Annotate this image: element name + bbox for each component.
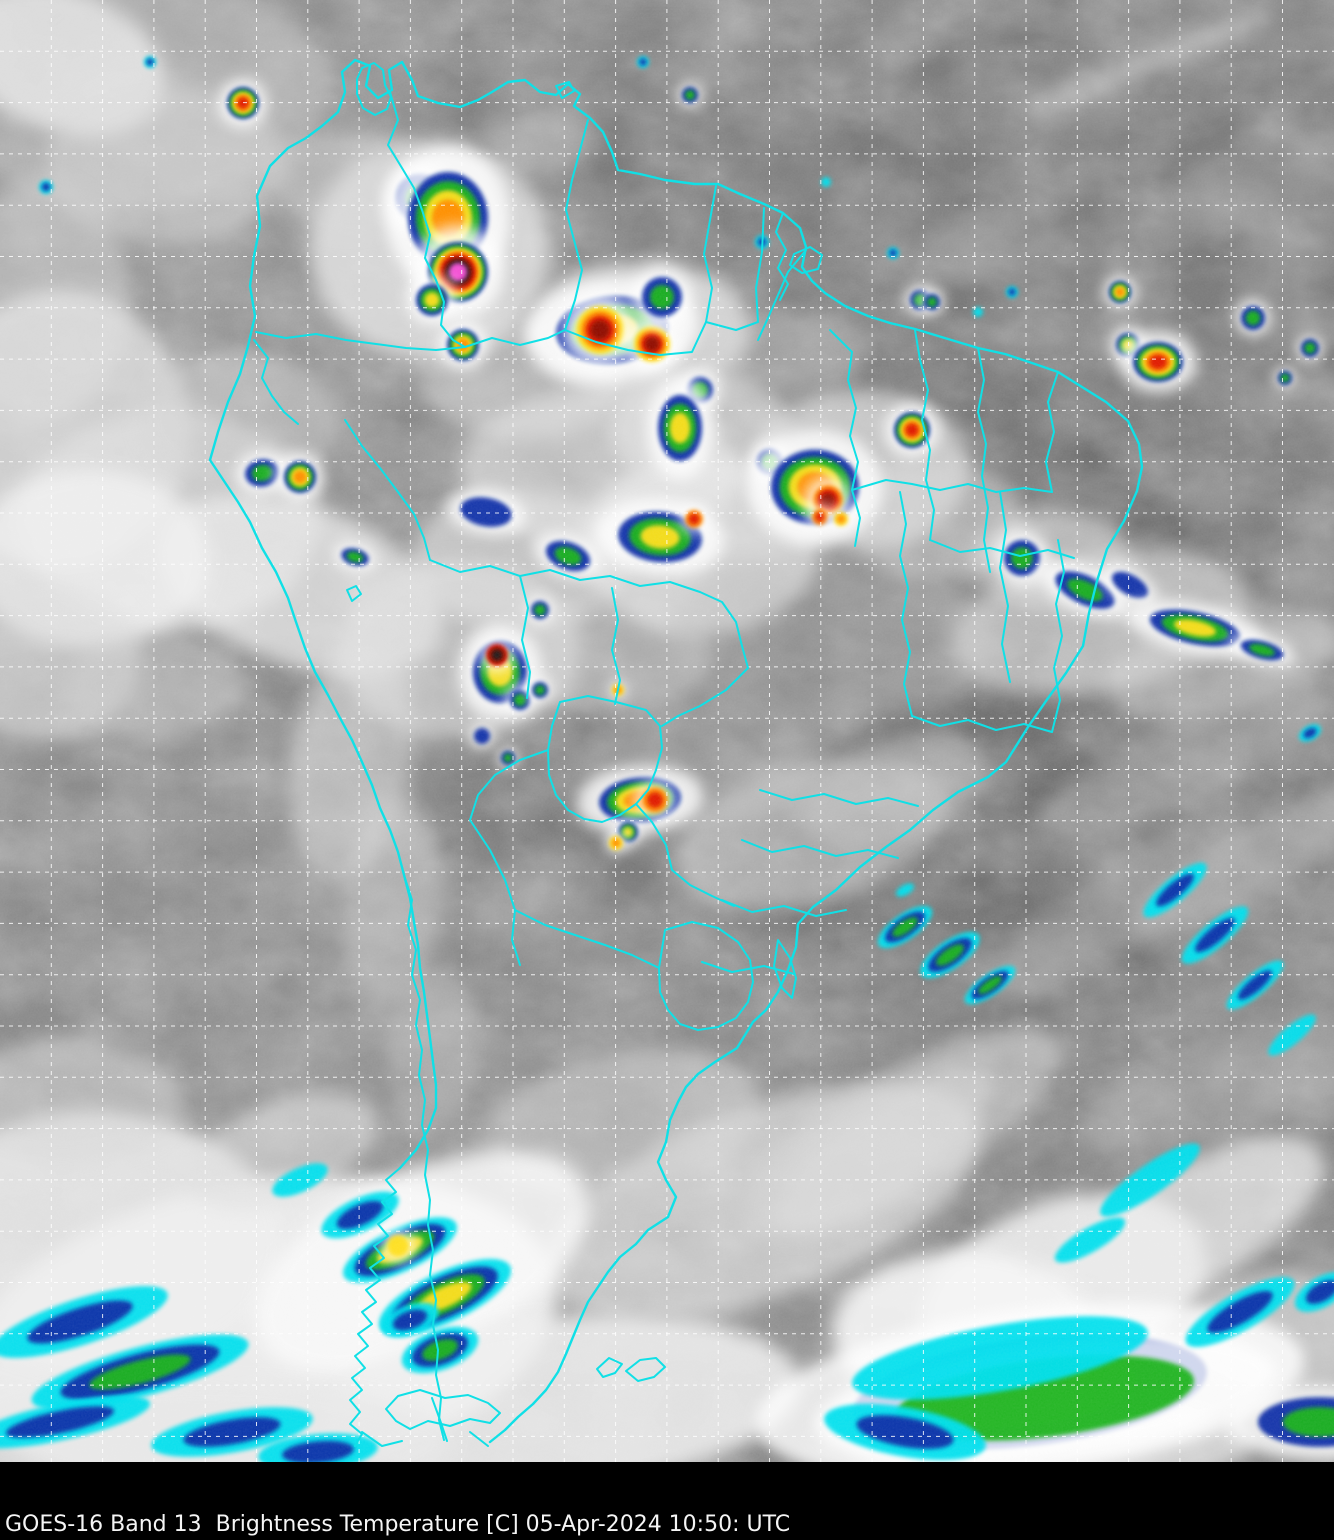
border-path xyxy=(635,803,735,907)
border-layer xyxy=(208,58,1144,1447)
border-path xyxy=(346,585,362,602)
border-path xyxy=(625,1357,666,1382)
border-path xyxy=(741,839,899,859)
border-path xyxy=(255,331,466,351)
border-path xyxy=(773,939,797,999)
border-path xyxy=(721,899,847,917)
west-coast-border-path xyxy=(208,458,438,1170)
border-path xyxy=(431,1397,448,1442)
border-path xyxy=(899,491,913,717)
border-path xyxy=(356,62,392,116)
border-path xyxy=(555,81,575,99)
border-path xyxy=(914,329,935,541)
border-path xyxy=(1045,371,1059,493)
border-path xyxy=(469,749,549,821)
border-path xyxy=(911,715,1053,733)
border-path xyxy=(519,575,531,699)
border-path xyxy=(385,1389,501,1430)
border-path xyxy=(253,339,299,425)
border-path xyxy=(611,587,621,705)
border-path xyxy=(514,909,660,969)
border-path xyxy=(705,207,765,331)
border-path xyxy=(469,1431,489,1447)
border-path xyxy=(775,212,789,301)
border-path xyxy=(929,539,1075,559)
border-path xyxy=(547,695,663,823)
satellite-map-area xyxy=(0,0,1334,1462)
border-path xyxy=(564,321,707,356)
andes-border-border-path xyxy=(403,874,445,1441)
coast-border-path xyxy=(208,58,1144,1444)
border-path xyxy=(387,91,466,348)
border-path xyxy=(344,419,431,561)
border-path xyxy=(658,921,754,1031)
border-path xyxy=(429,559,749,669)
border-path xyxy=(829,329,861,547)
border-path xyxy=(469,819,521,966)
caption-bar: GOES-16 Band 13 Brightness Temperature [… xyxy=(0,1462,1334,1540)
border-path xyxy=(464,119,589,348)
border-path xyxy=(596,1357,623,1378)
border-path xyxy=(703,185,717,323)
border-path xyxy=(759,789,919,807)
border-path xyxy=(701,961,795,975)
satellite-image xyxy=(0,0,1334,1462)
border-path xyxy=(789,246,823,274)
border-path xyxy=(661,667,749,727)
latlon-grid xyxy=(0,0,1334,1462)
border-path xyxy=(361,1431,403,1447)
caption-text: GOES-16 Band 13 Brightness Temperature [… xyxy=(5,1512,791,1537)
border-path xyxy=(757,249,807,341)
border-path xyxy=(851,479,1053,493)
border-path xyxy=(977,347,991,573)
fjord-coast-border-path xyxy=(349,1167,401,1447)
border-path xyxy=(1051,539,1065,733)
border-path xyxy=(999,491,1011,683)
